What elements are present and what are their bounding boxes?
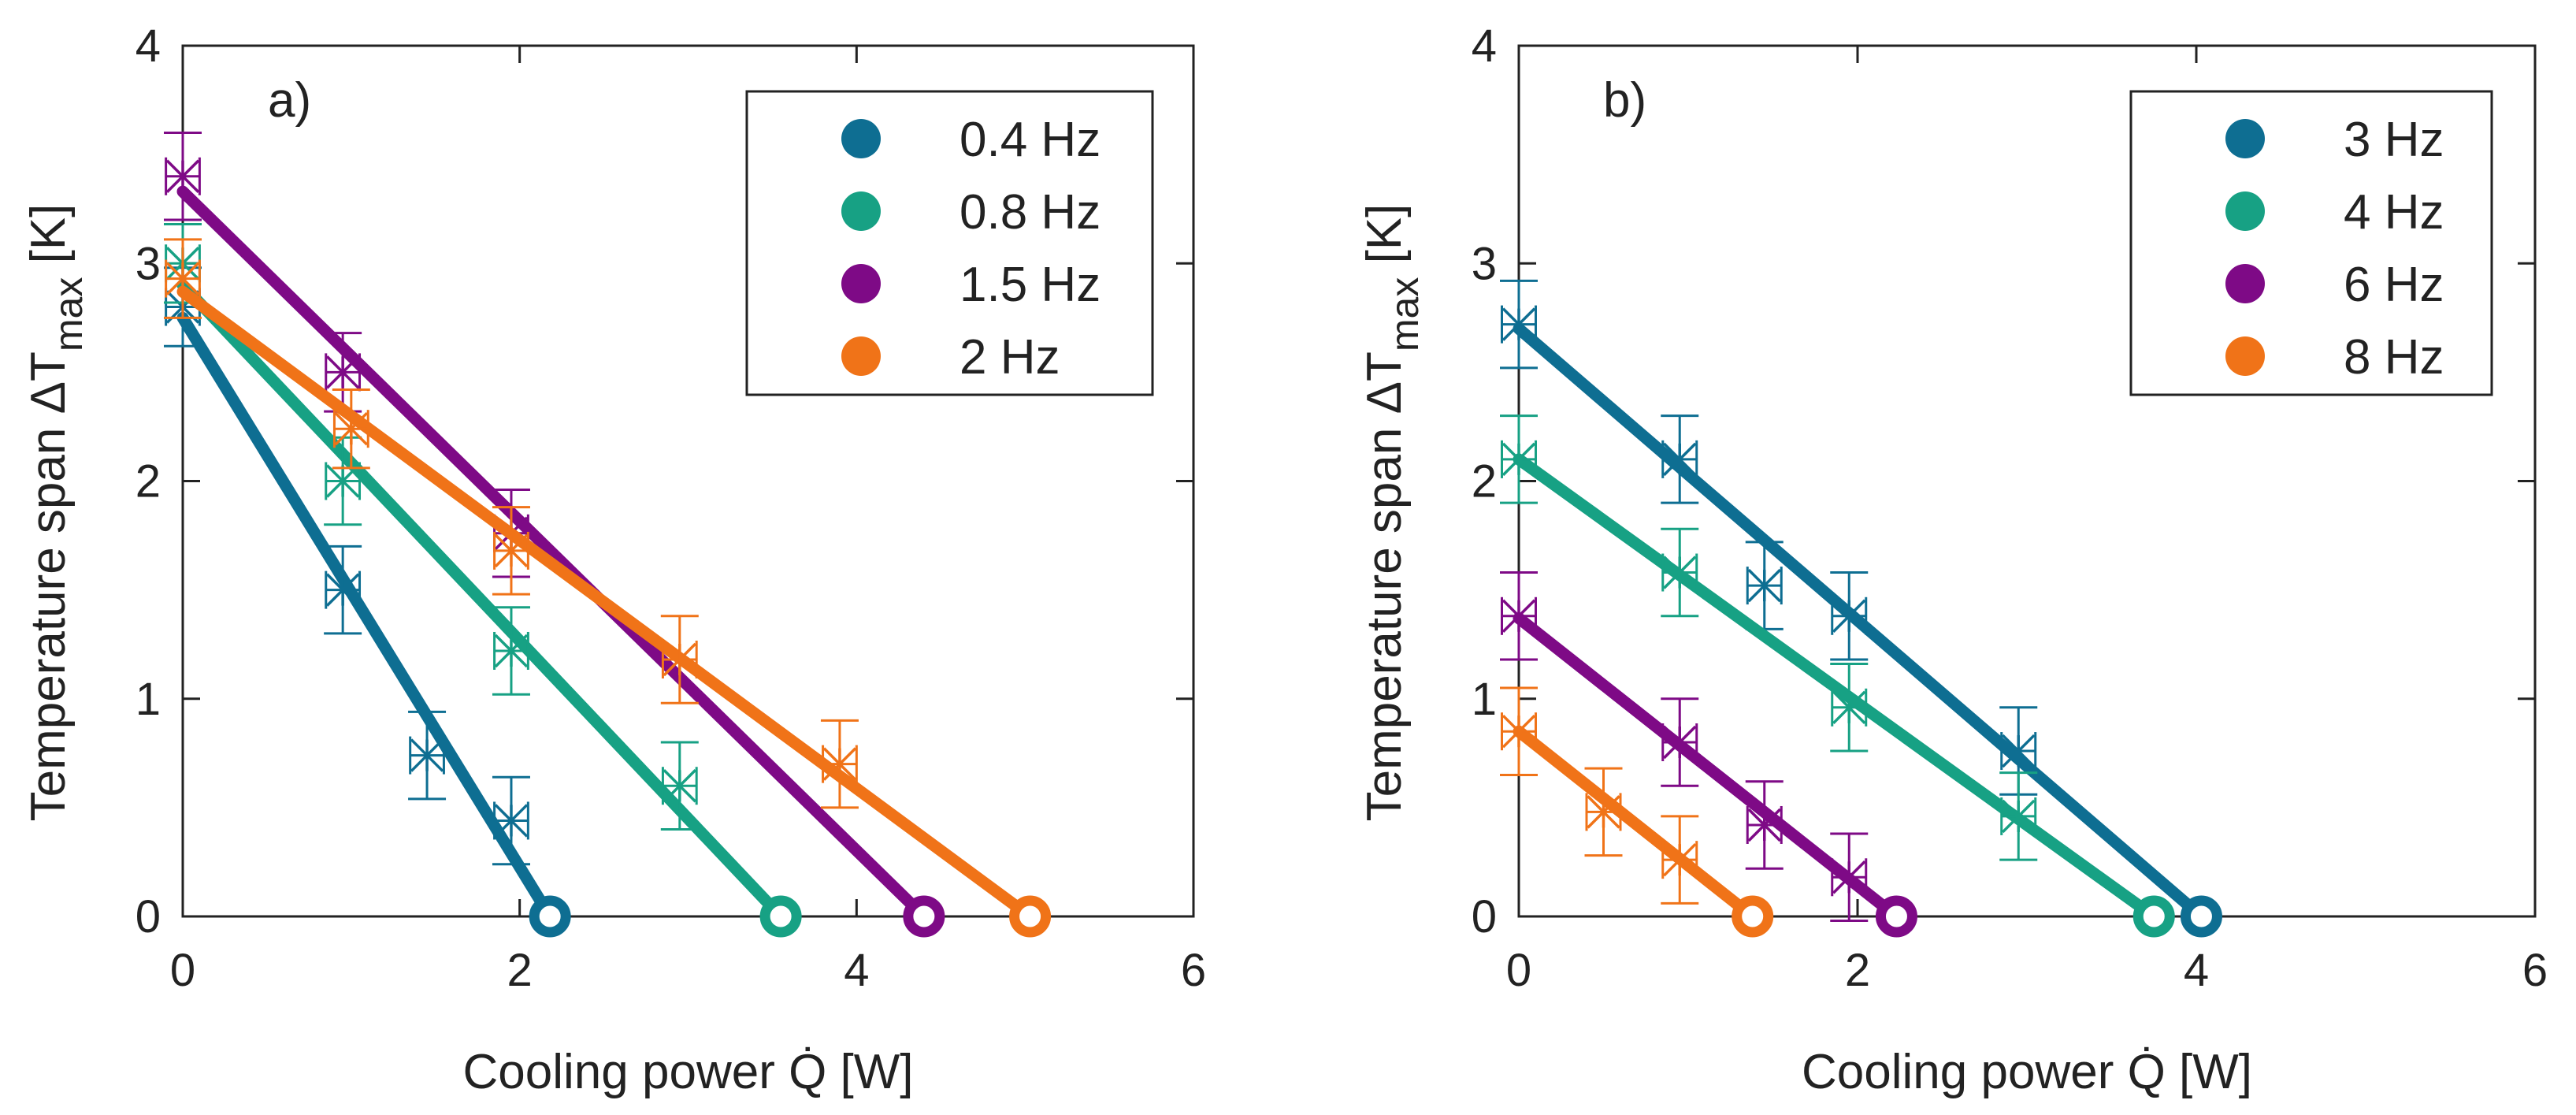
endpoint-circle [1009,895,1052,938]
x-tick-label: 4 [2184,945,2209,996]
fit-line [176,285,1037,923]
y-tick-label: 3 [135,238,161,289]
legend-marker [2225,264,2265,303]
y-tick-label: 4 [135,20,161,72]
y-tick-label: 0 [1472,891,1497,942]
fit-line [1513,725,1759,923]
fit-line [1513,322,2207,923]
legend-label: 2 Hz [960,330,1060,385]
x-tick-label: 0 [1506,945,1531,996]
legend: 0.4 Hz 0.8 Hz 1.5 Hz 2 Hz [745,90,1154,396]
legend-marker [2225,191,2265,231]
legend-label: 0.8 Hz [960,185,1101,240]
fit-line [176,185,930,923]
panel-label: a) [268,73,311,128]
x-tick-label: 0 [170,945,195,996]
y-axis-label-unit: [K] [1357,204,1412,277]
series-2 [1500,571,1917,938]
series-1 [164,223,802,938]
fit-line [176,311,556,923]
legend-label: 1.5 Hz [960,258,1101,312]
legend-marker [841,191,881,231]
x-tick-label: 2 [1845,945,1870,996]
legend-marker [2225,119,2265,158]
fit-line [176,279,787,923]
y-tick-label: 1 [135,674,161,725]
y-axis-label-main: Temperature span ΔT [21,351,76,821]
y-axis-label-subscript: max [46,277,91,351]
endpoint-circle [2132,895,2175,938]
legend-marker [841,119,881,158]
legend: 3 Hz 4 Hz 6 Hz 8 Hz [2129,90,2493,396]
series-1 [1500,414,2175,938]
legend-marker [841,264,881,303]
y-tick-label: 1 [1472,674,1497,725]
y-axis-label-main: Temperature span ΔT [1357,351,1412,821]
x-tick-label: 6 [2522,945,2548,996]
y-axis-label: Temperature span ΔTmax [K] [21,204,91,822]
panel-label: b) [1603,73,1646,128]
panel-a: 0 2 4 6 0 1 2 3 4 Cooling power Q̇ [W] Temperature… [21,20,1206,1099]
series-3 [1500,686,1774,938]
y-tick-label: 2 [135,456,161,507]
x-tick-label: 6 [1181,945,1206,996]
panel-b: 0 2 4 6 0 1 2 3 4 Cooling power Q̇ [W] Temperature… [1357,20,2548,1099]
fit-line [1513,612,1902,923]
endpoint-circle [1732,895,1774,938]
endpoint-circle [2180,895,2222,938]
endpoint-circle [759,895,802,938]
fit-line [1513,453,2160,923]
x-axis-label: Cooling power Q̇ [W] [1802,1045,2252,1099]
y-axis-label: Temperature span ΔTmax [K] [1357,204,1427,822]
y-axis-label-subscript: max [1383,277,1427,351]
y-tick-label: 3 [1472,238,1497,289]
y-tick-label: 0 [135,891,161,942]
legend-box [2129,90,2493,396]
legend-label: 8 Hz [2344,330,2444,385]
x-tick-label: 2 [507,945,533,996]
y-tick-label: 4 [1472,20,1497,72]
series-3 [164,238,1052,938]
legend-label: 6 Hz [2344,258,2444,312]
endpoint-circle [903,895,945,938]
legend-label: 0.4 Hz [960,113,1101,167]
y-tick-label: 2 [1472,456,1497,507]
y-axis-label-unit: [K] [21,204,76,277]
legend-label: 4 Hz [2344,185,2444,240]
legend-box [745,90,1154,396]
legend-marker [841,336,881,376]
x-tick-label: 4 [844,945,869,996]
legend-label: 3 Hz [2344,113,2444,167]
endpoint-circle [1875,895,1917,938]
x-axis-label: Cooling power Q̇ [W] [463,1045,914,1099]
endpoint-circle [529,895,571,938]
legend-marker [2225,336,2265,376]
